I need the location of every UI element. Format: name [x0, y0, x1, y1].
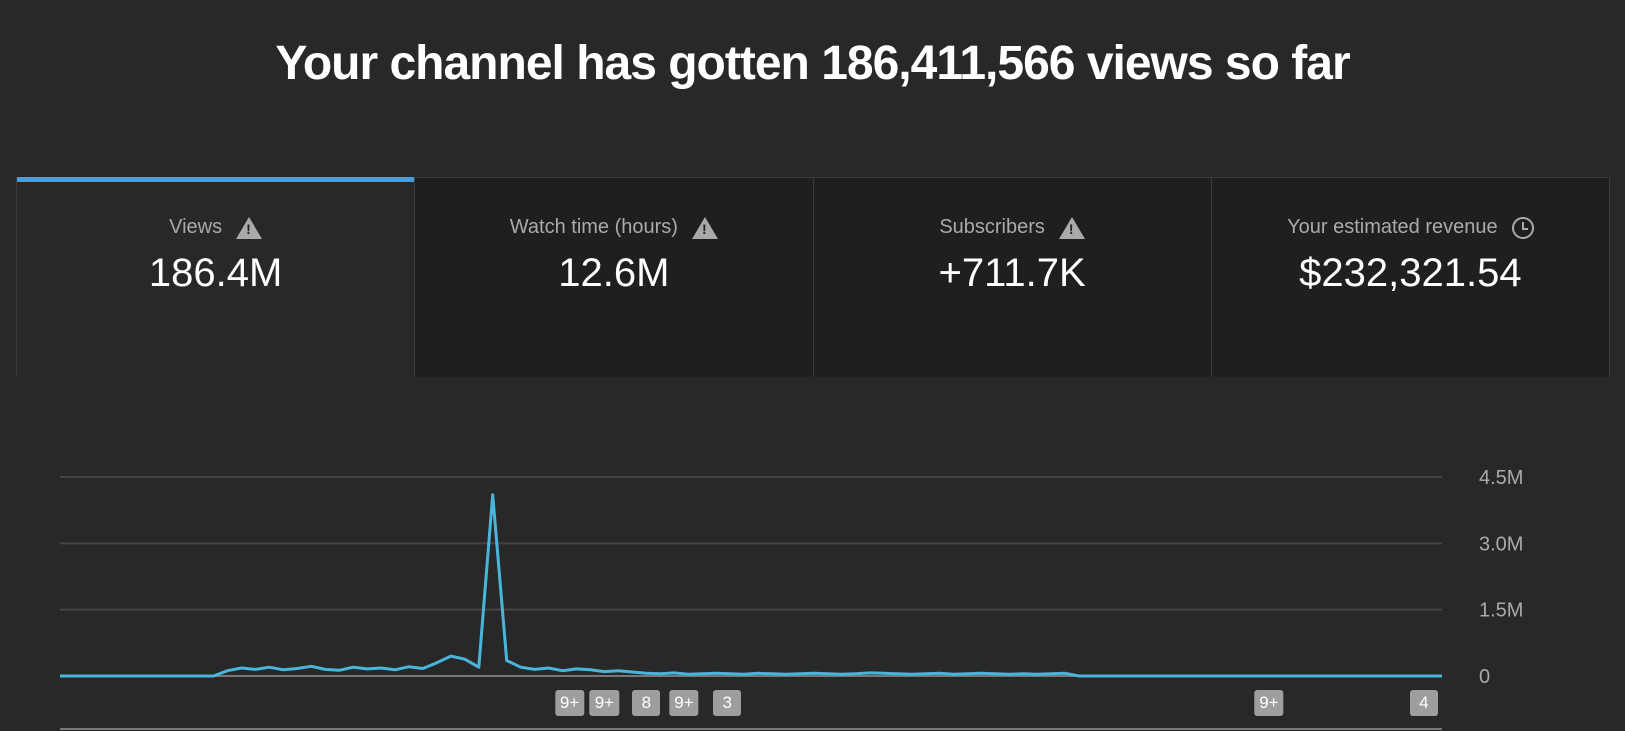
tab-label: Subscribers — [939, 216, 1045, 238]
annotation-marker[interactable]: 9+ — [669, 690, 699, 716]
annotation-marker[interactable]: 9+ — [1254, 690, 1284, 716]
tab-views[interactable]: Views 186.4M — [17, 177, 415, 377]
annotation-marker[interactable]: 8 — [632, 690, 661, 716]
warning-icon[interactable] — [691, 216, 718, 239]
annotation-marker[interactable]: 9+ — [589, 690, 620, 716]
tab-value: 186.4M — [148, 251, 283, 295]
tab-watch-time[interactable]: Watch time (hours) 12.6M — [414, 178, 813, 377]
tab-label: Watch time (hours) — [509, 216, 678, 238]
clock-icon[interactable] — [1511, 216, 1534, 239]
y-tick-label: 1.5M — [1479, 600, 1523, 622]
tab-value: +711.7K — [938, 251, 1086, 295]
metric-tabs: Views 186.4M Watch time (hours) 12.6M Su… — [16, 177, 1610, 377]
annotation-marker[interactable]: 4 — [1409, 690, 1438, 716]
y-tick-label: 4.5M — [1479, 467, 1523, 489]
y-tick-label: 3.0M — [1479, 533, 1523, 555]
tab-label: Your estimated revenue — [1287, 216, 1498, 238]
views-line — [60, 493, 1442, 678]
annotation-marker[interactable]: 9+ — [554, 690, 585, 716]
tab-revenue[interactable]: Your estimated revenue $232,321.54 — [1210, 178, 1609, 377]
y-tick-label: 0 — [1479, 666, 1490, 688]
warning-icon[interactable] — [236, 216, 263, 239]
warning-icon[interactable] — [1058, 216, 1085, 239]
tab-value: $232,321.54 — [1299, 251, 1522, 295]
tab-label: Views — [169, 216, 223, 238]
page-title: Your channel has gotten 186,411,566 view… — [275, 37, 1350, 90]
tab-value: 12.6M — [558, 251, 670, 295]
tab-subscribers[interactable]: Subscribers +711.7K — [812, 178, 1211, 377]
annotation-marker[interactable]: 3 — [713, 690, 742, 716]
